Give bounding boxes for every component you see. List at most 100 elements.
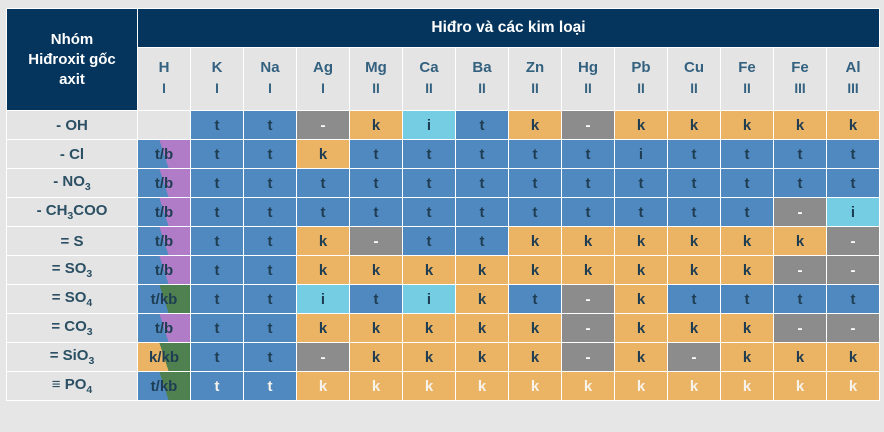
element-symbol: Al (845, 58, 861, 76)
solubility-cell: t (190, 371, 244, 401)
solubility-value: k (689, 261, 699, 279)
solubility-cell: k (667, 110, 721, 140)
solubility-cell: k (508, 371, 562, 401)
solubility-cell: t (190, 226, 244, 256)
solubility-cell: k (455, 342, 509, 372)
element-symbol: Na (260, 58, 280, 76)
solubility-value: i (320, 290, 326, 308)
solubility-value: - (585, 290, 591, 308)
table-row: ≡ PO4 t/kb t t k k k k k k k k k k k (6, 371, 880, 401)
solubility-value: - (797, 319, 803, 337)
table-row: = S t/b t t k - t t k k k k k k - (6, 226, 880, 256)
solubility-cell: k (561, 226, 615, 256)
element-valence: II (690, 80, 698, 96)
solubility-cell: t (720, 197, 774, 227)
solubility-value: - (373, 232, 379, 250)
solubility-value: t (373, 290, 379, 308)
solubility-value: k (530, 261, 540, 279)
solubility-cell: k (296, 226, 350, 256)
solubility-cell: t (720, 168, 774, 198)
solubility-cell: t (773, 284, 827, 314)
solubility-cell: t (243, 371, 297, 401)
solubility-value: k (583, 261, 593, 279)
corner-header-label: Nhóm Hiđroxit gốc axit (6, 8, 138, 111)
solubility-value: k (530, 377, 540, 395)
solubility-value: k (530, 116, 540, 134)
solubility-value: k (689, 232, 699, 250)
solubility-cell: t (773, 168, 827, 198)
solubility-value: k (530, 232, 540, 250)
solubility-value: - (320, 348, 326, 366)
solubility-cell: k (720, 255, 774, 285)
element-symbol: Ag (313, 58, 333, 76)
solubility-value: - (691, 348, 697, 366)
solubility-value: i (638, 145, 644, 163)
solubility-cell: k (508, 110, 562, 140)
solubility-value: t (744, 290, 750, 308)
solubility-value: t (267, 261, 273, 279)
solubility-value: - (585, 319, 591, 337)
solubility-cell: k (614, 226, 668, 256)
solubility-cell: t/b (137, 313, 191, 343)
solubility-cell: t (720, 139, 774, 169)
solubility-cell: - (773, 255, 827, 285)
solubility-cell: t (402, 226, 456, 256)
solubility-value: t (214, 232, 220, 250)
solubility-cell: t (402, 139, 456, 169)
solubility-cell: i (402, 110, 456, 140)
element-header-zn-ii: Zn II (508, 47, 562, 111)
solubility-value: k (795, 232, 805, 250)
table-row: - NO3 t/b t t t t t t t t t t t t t (6, 168, 880, 198)
solubility-cell: k (455, 284, 509, 314)
solubility-cell: - (667, 342, 721, 372)
solubility-value: t/b (154, 203, 174, 221)
solubility-value: t (479, 145, 485, 163)
solubility-cell: t (720, 284, 774, 314)
solubility-cell: k (720, 313, 774, 343)
solubility-value: k (636, 232, 646, 250)
solubility-cell: k (349, 371, 403, 401)
solubility-value: t/b (154, 261, 174, 279)
row-header-anion: = SiO3 (6, 342, 138, 372)
solubility-cell: - (773, 197, 827, 227)
solubility-cell: k (296, 313, 350, 343)
solubility-value: k (318, 145, 328, 163)
solubility-cell: t/b (137, 226, 191, 256)
element-valence: II (478, 80, 486, 96)
solubility-value: k (742, 377, 752, 395)
solubility-value: k (371, 348, 381, 366)
solubility-value: k (742, 116, 752, 134)
solubility-cell: k (720, 110, 774, 140)
solubility-cell: t/b (137, 168, 191, 198)
solubility-value: t/kb (150, 377, 178, 395)
solubility-value: t (744, 203, 750, 221)
solubility-value: t (691, 145, 697, 163)
solubility-value: t (744, 174, 750, 192)
solubility-cell: t (667, 197, 721, 227)
solubility-cell: t/kb (137, 284, 191, 314)
solubility-value: t (267, 116, 273, 134)
solubility-value: t (691, 290, 697, 308)
solubility-cell: t (614, 197, 668, 227)
solubility-value: k (795, 348, 805, 366)
solubility-value: - (850, 261, 856, 279)
element-valence: I (321, 80, 325, 96)
solubility-value: t (744, 145, 750, 163)
solubility-value: k (371, 116, 381, 134)
solubility-value: - (850, 319, 856, 337)
solubility-cell: t (190, 342, 244, 372)
solubility-value: - (320, 116, 326, 134)
solubility-cell: k (826, 371, 880, 401)
solubility-value: k (318, 377, 328, 395)
solubility-value: k (477, 319, 487, 337)
solubility-cell: t/b (137, 197, 191, 227)
element-symbol: K (211, 58, 223, 76)
solubility-cell: k (720, 342, 774, 372)
element-valence: II (584, 80, 592, 96)
solubility-cell: t (455, 110, 509, 140)
row-header-anion: = SO3 (6, 255, 138, 285)
solubility-value: t/b (154, 232, 174, 250)
solubility-value: - (585, 116, 591, 134)
solubility-value: k (636, 116, 646, 134)
